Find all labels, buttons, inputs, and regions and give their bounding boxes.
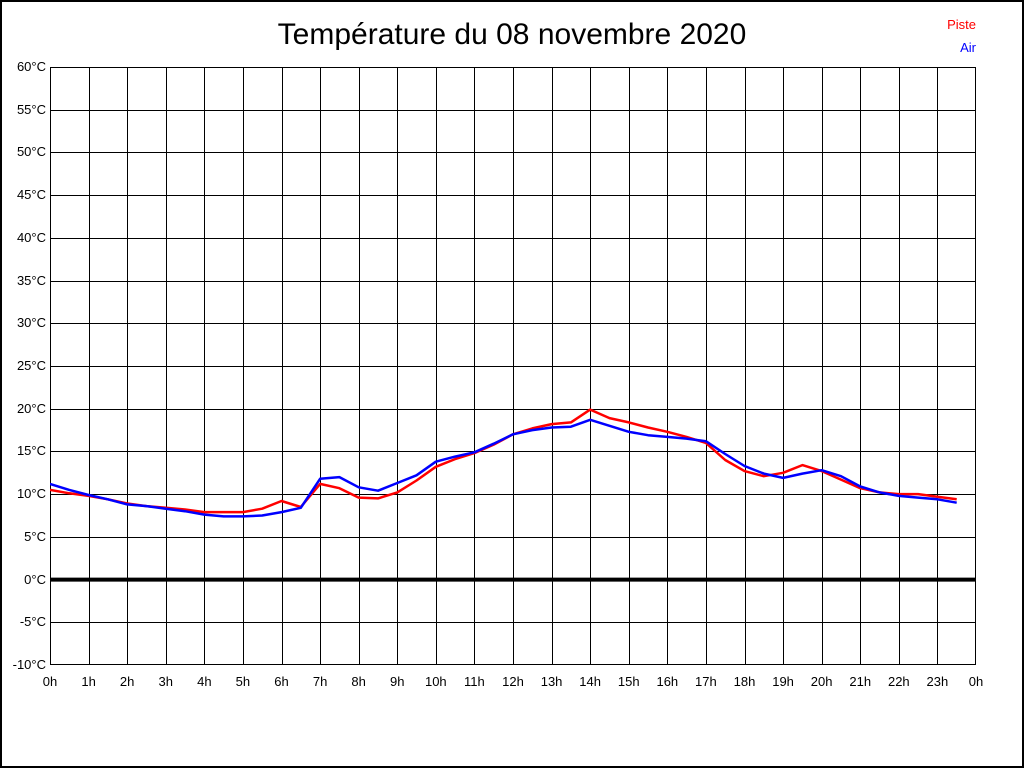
legend-label-air: Air [960, 40, 976, 55]
x-tick-label: 23h [926, 674, 949, 689]
x-tick-label: 13h [540, 674, 563, 689]
y-tick-label: 5°C [24, 528, 46, 544]
y-tick-label: -5°C [19, 614, 46, 630]
x-tick-label: 0h [42, 674, 58, 689]
x-tick-label: 12h [502, 674, 524, 689]
x-tick-label: 11h [464, 674, 485, 689]
y-tick-label: 55°C [16, 101, 46, 117]
y-tick-label: 40°C [16, 229, 46, 245]
y-tick-label: 50°C [16, 144, 46, 160]
x-tick-label: 0h [968, 674, 984, 689]
x-tick-label: 8h [351, 674, 366, 689]
x-tick-label: 22h [887, 674, 910, 689]
y-tick-label: 10°C [16, 486, 46, 502]
y-tick-label: 0°C [24, 571, 46, 587]
y-tick-label: 60°C [16, 59, 46, 74]
y-tick-label: 35°C [16, 272, 46, 288]
x-tick-label: 5h [235, 674, 251, 689]
legend: Piste Air [947, 13, 976, 59]
y-tick-label: -10°C [12, 657, 46, 672]
x-tick-label: 9h [390, 674, 405, 689]
x-tick-label: 7h [312, 674, 328, 689]
x-tick-label: 3h [158, 674, 173, 689]
y-tick-label: 45°C [16, 187, 46, 203]
x-tick-label: 20h [810, 674, 833, 689]
chart-title: Température du 08 novembre 2020 [277, 18, 747, 51]
y-tick-label: 20°C [16, 400, 46, 416]
air-series-line [50, 418, 957, 518]
x-tick-label: 14h [579, 674, 601, 689]
x-tick-label: 17h [695, 674, 717, 689]
x-tick-label: 4h [197, 674, 212, 689]
x-tick-label: 18h [733, 674, 756, 689]
y-tick-label: 15°C [16, 443, 46, 459]
x-tick-label: 6h [274, 674, 289, 689]
y-tick-label: 25°C [16, 358, 46, 373]
legend-label-piste: Piste [947, 17, 976, 32]
x-tick-label: 21h [849, 674, 872, 689]
x-tick-label: 15h [617, 674, 640, 689]
x-tick-label: 1h [81, 674, 96, 689]
y-tick-label: 30°C [16, 315, 46, 331]
plot-area [50, 67, 976, 665]
x-tick-label: 16h [656, 674, 679, 689]
piste-series-line [50, 408, 957, 514]
x-tick-label: 19h [772, 674, 794, 689]
x-tick-label: 10h [424, 674, 447, 689]
x-tick-label: 2h [119, 674, 135, 689]
